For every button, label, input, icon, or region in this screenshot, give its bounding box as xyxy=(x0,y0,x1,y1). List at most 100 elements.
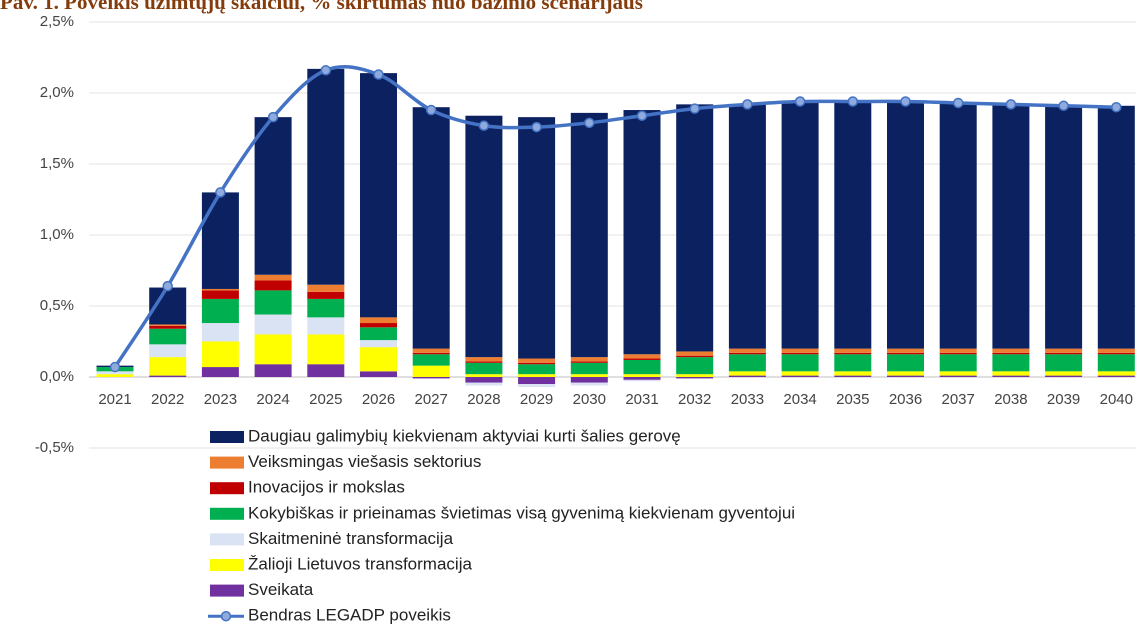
bar-segment xyxy=(834,352,872,355)
y-tick-label: 1,5% xyxy=(40,155,74,172)
bar-segment xyxy=(307,291,345,299)
line-marker xyxy=(847,96,859,107)
x-tick-label: 2033 xyxy=(731,391,764,408)
legend-swatch xyxy=(210,482,244,495)
bar-segment xyxy=(360,371,397,377)
x-tick-label: 2027 xyxy=(415,391,448,408)
bar-segment xyxy=(518,117,556,359)
bar-segment xyxy=(623,374,661,377)
bar-segment xyxy=(360,347,397,372)
bar-segment xyxy=(149,328,187,345)
legend-swatch xyxy=(210,533,244,546)
bar-segment xyxy=(939,352,977,355)
bar-segment xyxy=(570,361,608,363)
x-tick-label: 2040 xyxy=(1100,391,1133,408)
bar-segment xyxy=(307,364,345,377)
y-tick-label: -0,5% xyxy=(35,439,74,456)
bar-segment xyxy=(887,352,924,355)
bar-segment xyxy=(412,107,450,349)
bar-segment xyxy=(1045,371,1083,376)
bar-segment xyxy=(676,374,714,377)
line-marker xyxy=(373,69,384,80)
y-tick-label: 2,5% xyxy=(40,13,74,30)
bar-segment xyxy=(465,362,503,375)
bar-segment xyxy=(728,104,766,349)
bar-segment xyxy=(834,101,872,349)
bar-segment xyxy=(992,375,1030,377)
x-tick-label: 2037 xyxy=(942,391,975,408)
line-marker xyxy=(531,121,542,133)
chart-title: Pav. 1. Poveikis užimtųjų skaičiui, % sk… xyxy=(0,0,643,14)
bar-segment xyxy=(1097,352,1135,355)
bar-segment xyxy=(781,102,819,349)
bar-segment xyxy=(623,358,661,360)
bar-segment xyxy=(1097,375,1135,377)
x-tick-label: 2039 xyxy=(1047,391,1080,408)
bar-segment xyxy=(887,101,924,349)
legend-label: Skaitmeninė transformacija xyxy=(248,529,454,548)
line-marker xyxy=(584,117,595,129)
x-tick-label: 2021 xyxy=(98,391,131,408)
x-tick-label: 2034 xyxy=(783,391,816,408)
bar-segment xyxy=(465,377,503,383)
line-marker xyxy=(1058,100,1069,112)
bar-segment xyxy=(834,371,872,376)
bar-segment xyxy=(1045,375,1083,377)
bar-segment xyxy=(360,327,397,341)
legend-swatch xyxy=(210,431,244,443)
line-marker xyxy=(1005,99,1017,110)
bar-segment xyxy=(781,354,819,372)
bar-segment xyxy=(201,298,239,324)
bar-segment xyxy=(1045,348,1083,353)
bar-segment xyxy=(201,367,239,377)
bar-segment xyxy=(360,323,397,328)
bar-segment xyxy=(887,375,924,377)
bar-segment xyxy=(201,341,239,368)
x-tick-label: 2035 xyxy=(836,391,869,408)
bar-segment xyxy=(992,352,1030,355)
bar-segment xyxy=(149,324,187,326)
bar-segment xyxy=(360,340,397,348)
x-tick-label: 2029 xyxy=(520,391,553,408)
bar-segment xyxy=(728,352,766,355)
bar-segment xyxy=(149,325,187,329)
bar-segment xyxy=(570,382,608,386)
bar-segment xyxy=(96,371,134,375)
line-marker xyxy=(636,110,648,121)
bar-segment xyxy=(939,102,977,349)
legend-marker xyxy=(220,610,232,622)
line-marker xyxy=(320,65,332,76)
bar-segment xyxy=(728,371,766,376)
bar-segment xyxy=(887,371,924,376)
bar-segment xyxy=(834,354,872,372)
bar-segment xyxy=(412,348,450,353)
bar-segment xyxy=(570,112,608,358)
bar-segment xyxy=(676,377,714,379)
line-marker xyxy=(425,104,437,116)
bar-segment xyxy=(149,375,187,377)
bar-segment xyxy=(676,357,714,375)
bar-segment xyxy=(465,382,503,386)
bar-segment xyxy=(465,361,503,363)
line-marker xyxy=(689,103,700,114)
x-tick-label: 2030 xyxy=(573,391,606,408)
bar-segment xyxy=(149,344,187,358)
x-tick-label: 2032 xyxy=(678,391,711,408)
line-marker xyxy=(215,187,226,198)
bar-segment xyxy=(465,115,503,358)
bar-segment xyxy=(570,377,608,383)
legend-label: Sveikata xyxy=(248,580,314,599)
bar-segment xyxy=(518,358,556,363)
bar-segment xyxy=(728,348,766,353)
line-marker xyxy=(742,99,753,110)
bar-segment xyxy=(781,375,819,377)
x-tick-label: 2036 xyxy=(889,391,922,408)
bar-segment xyxy=(992,104,1030,349)
bar-segment xyxy=(676,104,714,352)
bar-segment xyxy=(465,357,503,362)
bar-segment xyxy=(1045,352,1083,355)
bar-segment xyxy=(201,290,239,299)
bar-segment xyxy=(570,374,608,377)
bar-segment xyxy=(412,377,450,379)
bar-segment xyxy=(254,314,292,335)
